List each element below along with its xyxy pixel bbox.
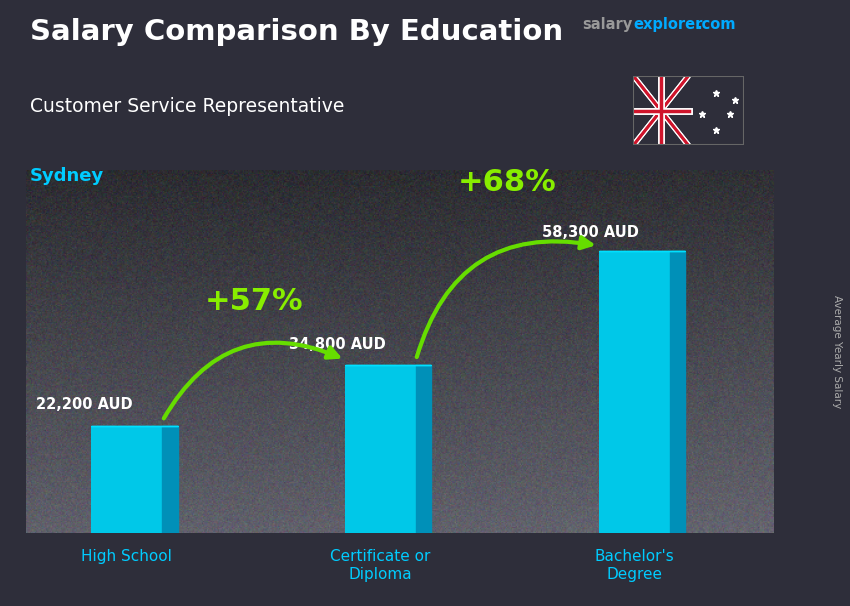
Text: Salary Comparison By Education: Salary Comparison By Education (30, 18, 563, 46)
Bar (598, 251, 670, 533)
Text: 58,300 AUD: 58,300 AUD (542, 225, 639, 240)
Text: salary: salary (582, 17, 632, 32)
Polygon shape (162, 425, 178, 533)
Polygon shape (670, 251, 685, 533)
Text: 22,200 AUD: 22,200 AUD (36, 397, 132, 412)
Text: 34,800 AUD: 34,800 AUD (289, 338, 386, 353)
Text: explorer: explorer (633, 17, 703, 32)
Text: +68%: +68% (458, 168, 557, 198)
Text: Customer Service Representative: Customer Service Representative (30, 97, 344, 116)
Polygon shape (416, 365, 431, 533)
Bar (345, 365, 416, 533)
Text: +57%: +57% (204, 287, 303, 316)
Text: Average Yearly Salary: Average Yearly Salary (832, 295, 842, 408)
Text: .com: .com (697, 17, 736, 32)
Bar (92, 425, 162, 533)
Text: Sydney: Sydney (30, 167, 104, 185)
